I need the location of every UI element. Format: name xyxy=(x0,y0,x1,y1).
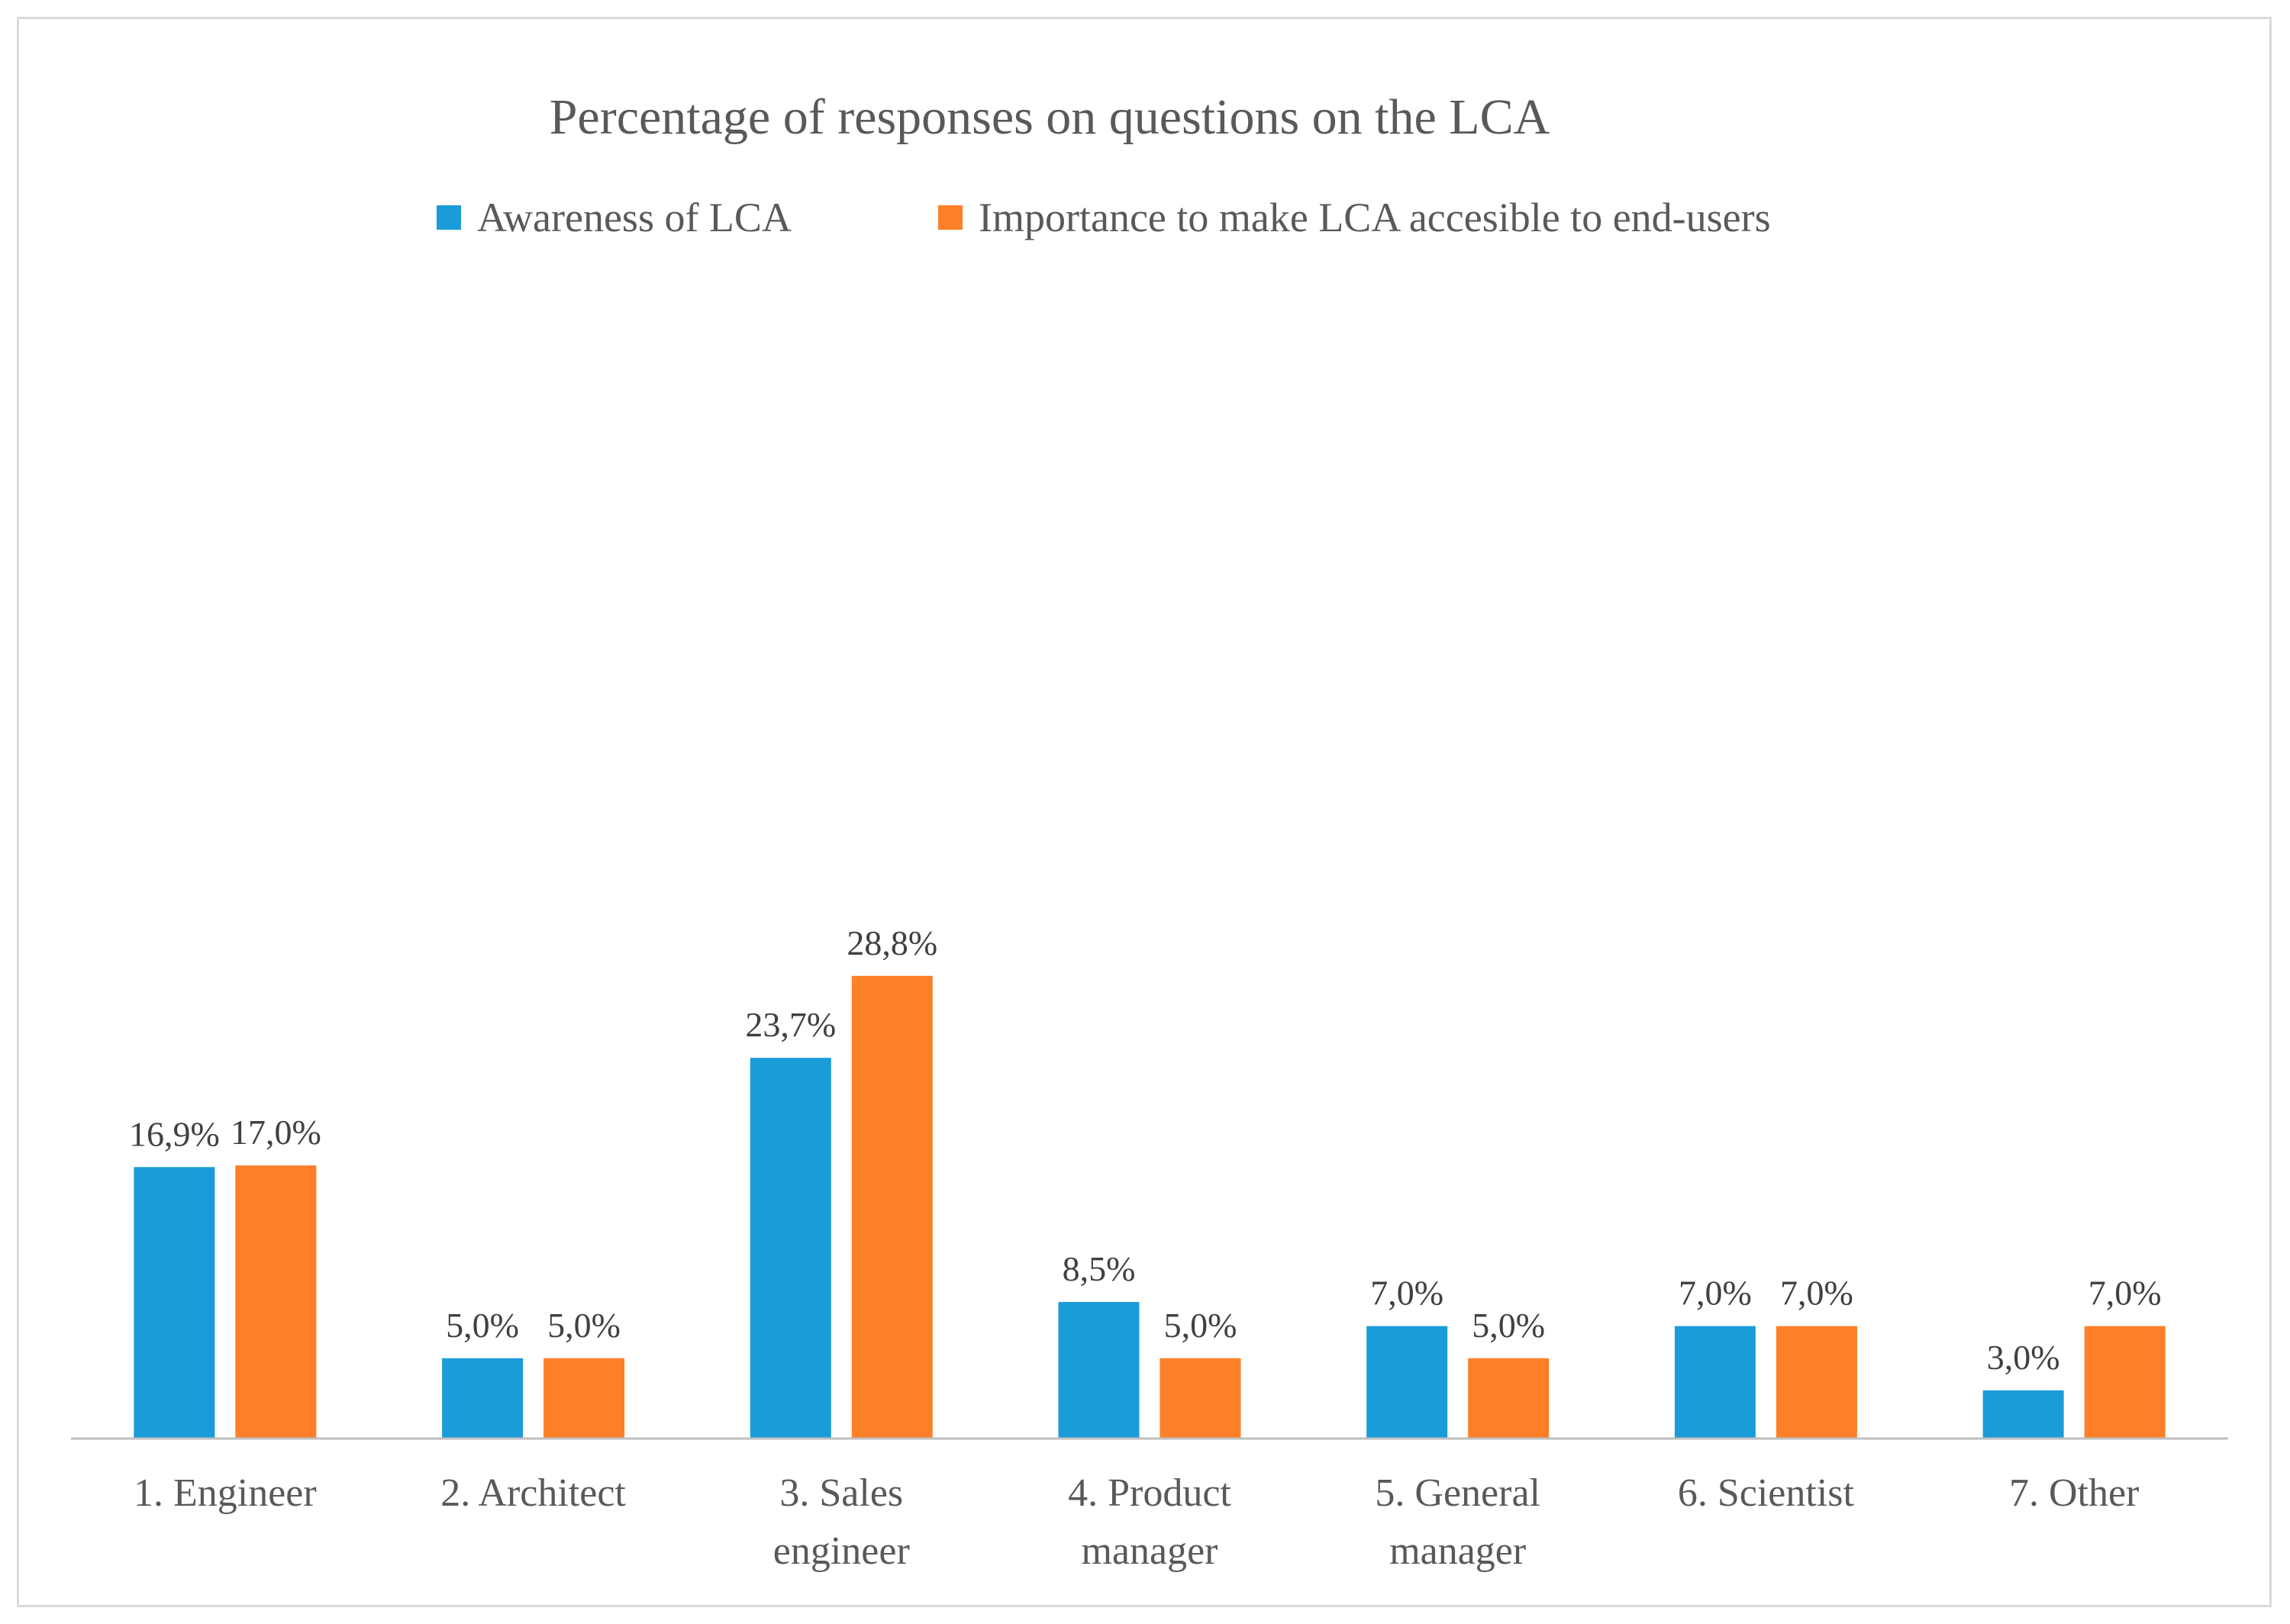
legend-label-1: Awareness of LCA xyxy=(477,195,792,240)
bar-importance-6 xyxy=(1776,1326,1857,1439)
data-label-importance-6: 7,0% xyxy=(1780,1274,1853,1313)
bar-importance-2 xyxy=(543,1358,625,1439)
bar-awareness-4 xyxy=(1058,1302,1140,1439)
category-label-7: 7. Other xyxy=(2009,1471,2139,1515)
chart-svg: Percentage of responses on questions on … xyxy=(71,89,2228,1573)
bar-awareness-5 xyxy=(1366,1326,1448,1439)
legend-label-2: Importance to make LCA accesible to end-… xyxy=(979,195,1771,240)
category-label-6: 6. Scientist xyxy=(1678,1471,1855,1515)
bar-awareness-7 xyxy=(1982,1390,2064,1439)
legend-swatch-1 xyxy=(437,205,461,230)
data-label-awareness-4: 8,5% xyxy=(1063,1249,1136,1288)
data-label-importance-4: 5,0% xyxy=(1164,1306,1237,1345)
bar-importance-4 xyxy=(1160,1358,1241,1439)
legend: Awareness of LCA Importance to make LCA a… xyxy=(437,195,1771,240)
bar-awareness-2 xyxy=(442,1358,524,1439)
bar-importance-5 xyxy=(1468,1358,1550,1439)
category-label-3: 3. Sales engineer xyxy=(773,1471,910,1573)
legend-swatch-2 xyxy=(938,205,963,230)
data-label-importance-5: 5,0% xyxy=(1472,1306,1545,1345)
data-label-awareness-3: 23,7% xyxy=(745,1005,836,1044)
data-labels-group: 16,9% 17,0% 5,0% 5,0% 23,7% 28,8% 8,5% 5,0% 7,0%… xyxy=(129,923,2162,1377)
chart-title: Percentage of responses on questions on … xyxy=(550,89,1550,145)
data-label-importance-1: 17,0% xyxy=(231,1113,321,1152)
bar-awareness-1 xyxy=(134,1167,215,1439)
bar-awareness-3 xyxy=(750,1058,831,1439)
data-label-awareness-5: 7,0% xyxy=(1370,1274,1443,1313)
bar-awareness-6 xyxy=(1674,1326,1756,1439)
bar-importance-7 xyxy=(2084,1326,2166,1439)
bar-importance-3 xyxy=(851,975,933,1439)
data-label-awareness-1: 16,9% xyxy=(129,1114,220,1153)
category-label-4: 4. Product manager xyxy=(1068,1471,1231,1573)
chart-frame: Percentage of responses on questions on … xyxy=(17,17,2272,1607)
data-label-importance-3: 28,8% xyxy=(847,923,937,962)
data-label-awareness-7: 3,0% xyxy=(1987,1338,2060,1377)
bars-group xyxy=(134,975,2166,1439)
data-label-importance-2: 5,0% xyxy=(547,1306,621,1345)
category-label-2: 2. Architect xyxy=(440,1471,626,1515)
data-label-awareness-2: 5,0% xyxy=(446,1306,519,1345)
data-label-awareness-6: 7,0% xyxy=(1679,1274,1752,1313)
data-label-importance-7: 7,0% xyxy=(2088,1274,2162,1313)
category-label-5: 5. General manager xyxy=(1375,1471,1540,1573)
bar-importance-1 xyxy=(235,1165,317,1439)
category-labels-group: 1. Engineer 2. Architect 3. Sales engineer 4… xyxy=(134,1471,2139,1573)
category-label-1: 1. Engineer xyxy=(134,1471,317,1515)
